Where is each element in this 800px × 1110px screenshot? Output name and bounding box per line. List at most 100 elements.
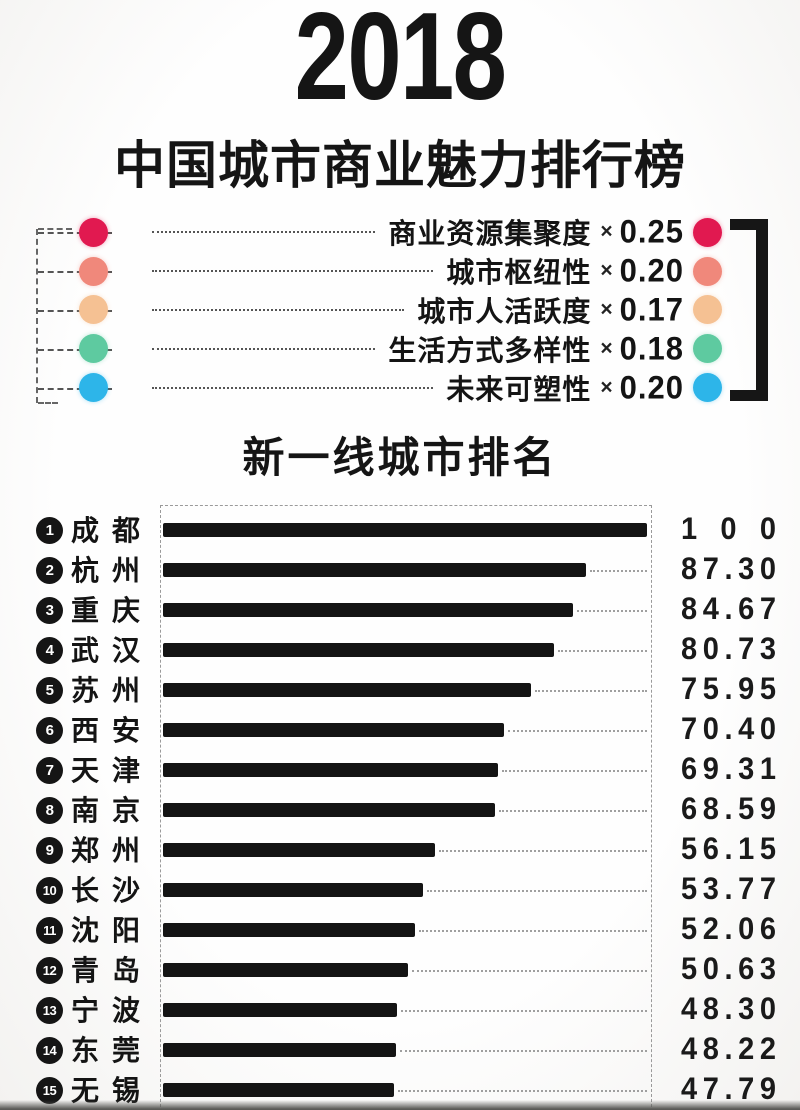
legend-label: 生活方式多样性 <box>388 334 592 366</box>
bottom-cutoff-strip <box>0 1100 800 1110</box>
chart-row: 6 西安 7 0. 4 0 <box>0 710 800 750</box>
score-digit: 0 <box>759 552 776 587</box>
rank-number: 5 <box>45 681 54 699</box>
rank-badge: 5 <box>36 676 63 704</box>
rank-number: 14 <box>42 1042 57 1058</box>
score-bar <box>163 1083 395 1097</box>
city-label: 武汉 <box>71 635 154 667</box>
multiply-icon: × <box>600 297 613 321</box>
score-digit: 1 <box>759 752 776 787</box>
city-label: 成都 <box>71 515 154 547</box>
score-bar <box>163 523 647 537</box>
score-digit: 3 <box>738 552 755 587</box>
chart-row: 5 苏州 7 5. 9 5 <box>0 670 800 710</box>
city-label: 东莞 <box>71 1035 154 1067</box>
score-digit: 3 <box>759 952 776 987</box>
chart-row: 9 郑州 5 6. 1 5 <box>0 830 800 870</box>
rank-badge: 10 <box>36 876 63 904</box>
legend-color-dot-icon <box>693 256 722 286</box>
bar-track <box>163 630 647 670</box>
score-digit: . <box>724 952 733 987</box>
chart-row: 3 重庆 8 4. 6 7 <box>0 590 800 630</box>
bar-dotted-leader <box>418 930 647 932</box>
rank-number: 13 <box>42 1002 57 1018</box>
bar-dotted-leader <box>400 1010 647 1012</box>
rank-number: 12 <box>42 962 57 978</box>
score-digit: 4 <box>702 592 719 627</box>
score-bar <box>163 683 531 697</box>
score-digit: 0 <box>702 952 719 987</box>
legend-dashed-connector <box>38 348 112 351</box>
chart-dashed-frame <box>160 505 652 1110</box>
multiply-icon: × <box>600 336 613 360</box>
legend-weight-value: 0.17 <box>619 291 684 328</box>
bar-track <box>163 950 647 990</box>
multiply-icon: × <box>600 220 613 244</box>
section-title: 新一线城市排名 <box>242 434 558 481</box>
score-digit: 2 <box>702 912 719 947</box>
legend-label: 城市枢纽性 <box>446 257 592 289</box>
score-digit: 6 <box>759 912 776 947</box>
city-label: 苏州 <box>71 675 154 707</box>
chart-row: 13 宁波 4 8. 3 0 <box>0 990 800 1030</box>
score-bar <box>163 1003 397 1017</box>
bar-dotted-leader <box>534 690 647 692</box>
chart-row: 10 长沙 5 3. 7 7 <box>0 870 800 910</box>
score-digit: 4 <box>738 712 755 747</box>
score-digit: 3 <box>702 872 719 907</box>
score-digit: 5 <box>681 912 698 947</box>
score-digit: 9 <box>702 752 719 787</box>
bar-dotted-leader <box>400 1050 647 1052</box>
bar-track <box>163 590 647 630</box>
chart-rows: 1 成都 1 0 0 2 杭州 8 7. 3 0 3 重庆 8 4. 6 7 4 武汉 8 0. 7 3 5 苏州 7 5. 9 5 6 西… <box>0 510 800 1110</box>
score-digit: 7 <box>681 712 698 747</box>
chart-row: 7 天津 6 9. 3 1 <box>0 750 800 790</box>
bar-track <box>163 1070 647 1110</box>
legend-color-dot-icon <box>693 373 722 403</box>
rank-badge: 11 <box>36 916 63 944</box>
legend-dotted-leader <box>152 270 434 273</box>
score-digit: 7 <box>702 1072 719 1107</box>
legend-color-dot-icon <box>79 256 108 286</box>
bar-track <box>163 510 647 550</box>
chart-row: 12 青岛 5 0. 6 3 <box>0 950 800 990</box>
score-digit: 9 <box>759 1072 776 1107</box>
bar-track <box>163 710 647 750</box>
score-digit: 4 <box>681 1072 698 1107</box>
city-label: 郑州 <box>71 835 154 867</box>
score-digit: . <box>724 912 733 947</box>
score-digit: 6 <box>738 592 755 627</box>
bar-dotted-leader <box>498 810 647 812</box>
chart-row: 1 成都 1 0 0 <box>0 510 800 550</box>
legend-label: 商业资源集聚度 <box>388 218 592 250</box>
score-digit: 4 <box>681 1032 698 1067</box>
score-digit: 8 <box>681 592 698 627</box>
score-digit: 8 <box>681 552 698 587</box>
score-bar <box>163 603 573 617</box>
legend-dashed-connector <box>38 271 112 274</box>
bar-dotted-leader <box>502 770 647 772</box>
bar-dotted-leader <box>398 1090 647 1092</box>
score-digit: . <box>724 1072 733 1107</box>
bar-track <box>163 750 647 790</box>
score-digit: 8 <box>681 632 698 667</box>
rank-badge: 14 <box>36 1036 63 1064</box>
score-digit: 2 <box>759 1032 776 1067</box>
score-digit: 5 <box>702 672 719 707</box>
score-digit: 0 <box>702 712 719 747</box>
legend-weight-value: 0.20 <box>619 368 684 406</box>
rank-badge: 8 <box>36 796 63 824</box>
rank-badge: 13 <box>36 996 63 1024</box>
score-digit: 8 <box>702 1032 719 1067</box>
rank-number: 2 <box>45 561 54 579</box>
legend-dashed-connector <box>38 309 112 312</box>
score-digit: 3 <box>738 752 755 787</box>
legend-color-dot-icon <box>693 217 722 247</box>
